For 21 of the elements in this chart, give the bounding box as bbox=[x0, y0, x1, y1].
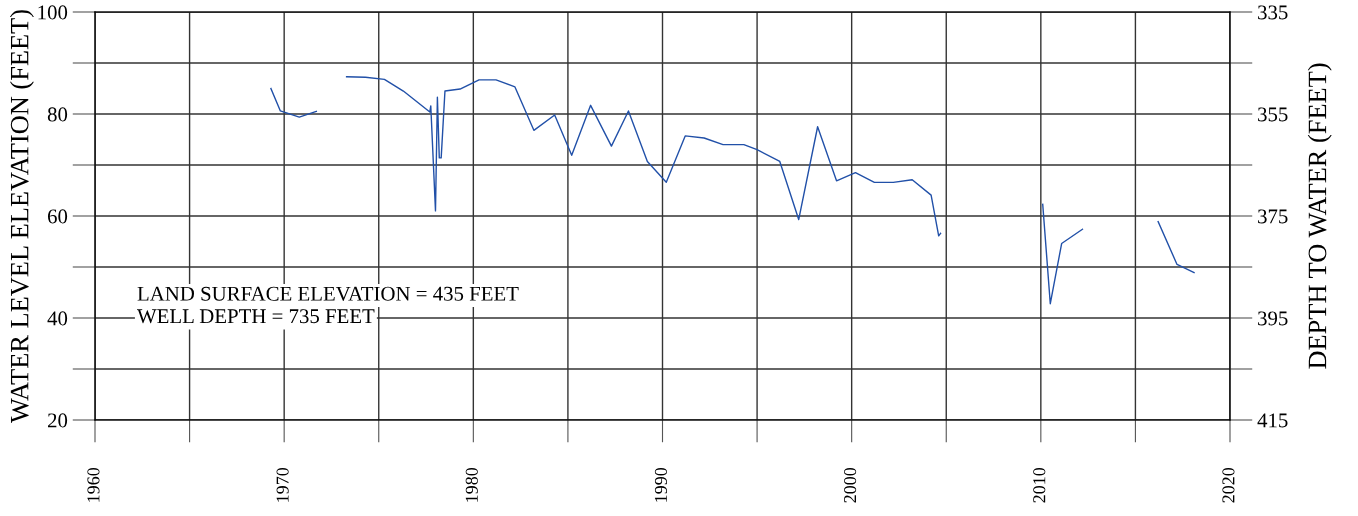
x-tick-label: 2000 bbox=[844, 467, 857, 503]
x-tick-label: 1980 bbox=[465, 467, 478, 502]
y-tick-label: 80 bbox=[47, 107, 68, 122]
x-tick-label: 2010 bbox=[1033, 467, 1046, 503]
y-tick-label: 20 bbox=[48, 413, 68, 428]
y2-axis-title: DEPTH TO WATER (FEET) bbox=[1307, 63, 1332, 369]
x-tick-label: 1970 bbox=[276, 467, 289, 502]
y2-tick-label: 415 bbox=[1257, 413, 1288, 428]
y-axis-title: WATER LEVEL ELEVATION (FEET) bbox=[9, 10, 34, 423]
x-tick-label: 1990 bbox=[654, 467, 668, 502]
annotation: LAND SURFACE ELEVATION = 435 FEET bbox=[137, 286, 519, 301]
y2-tick-label: 395 bbox=[1258, 311, 1288, 326]
x-tick-label: 2020 bbox=[1222, 467, 1235, 503]
x-tick-label: 1960 bbox=[87, 467, 100, 502]
y-tick-label: 60 bbox=[47, 209, 68, 224]
y2-tick-label: 335 bbox=[1258, 5, 1288, 20]
y2-tick-label: 375 bbox=[1258, 209, 1288, 224]
y2-tick-label: 355 bbox=[1258, 107, 1288, 122]
y-tick-label: 40 bbox=[47, 311, 68, 326]
y-tick-label: 100 bbox=[38, 5, 68, 20]
annotation: WELL DEPTH = 735 FEET bbox=[137, 309, 375, 324]
